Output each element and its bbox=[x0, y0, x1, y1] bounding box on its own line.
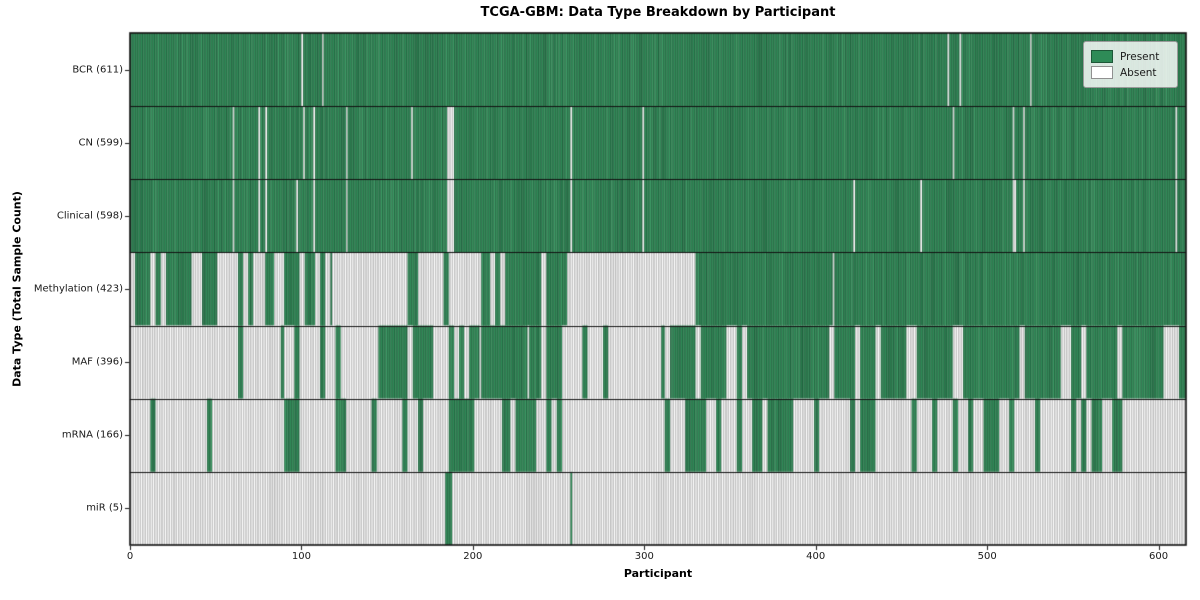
x-tick-label-100: 100 bbox=[291, 551, 311, 562]
y-tick-label-mRNA: mRNA (166) bbox=[61, 429, 123, 441]
y-tick-label-BCR: BCR (611) bbox=[72, 64, 123, 76]
y-tick-label-MAF: MAF (396) bbox=[71, 356, 123, 368]
x-tick-label-0: 0 bbox=[126, 551, 134, 562]
legend-label-present: Present bbox=[1120, 50, 1160, 63]
x-tick-label-500: 500 bbox=[977, 551, 997, 562]
y-tick-label-miR: miR (5) bbox=[86, 502, 123, 514]
chart-title: TCGA-GBM: Data Type Breakdown by Partici… bbox=[480, 5, 836, 20]
legend: Present Absent bbox=[1083, 41, 1178, 88]
y-tick-label-CN: CN (599) bbox=[78, 137, 123, 149]
legend-entry-absent: Absent bbox=[1091, 66, 1169, 79]
x-axis-label: Participant bbox=[623, 567, 693, 580]
x-tick-label-200: 200 bbox=[463, 551, 483, 562]
y-tick-label-Clinical: Clinical (598) bbox=[56, 210, 123, 222]
x-tick-label-400: 400 bbox=[806, 551, 826, 562]
legend-swatch-present-icon bbox=[1091, 50, 1113, 63]
y-tick-label-Methylation: Methylation (423) bbox=[33, 283, 123, 295]
legend-entry-present: Present bbox=[1091, 50, 1169, 63]
x-tick-label-300: 300 bbox=[634, 551, 654, 562]
legend-label-absent: Absent bbox=[1120, 66, 1157, 79]
legend-swatch-absent-icon bbox=[1091, 66, 1113, 79]
x-tick-label-600: 600 bbox=[1149, 551, 1169, 562]
